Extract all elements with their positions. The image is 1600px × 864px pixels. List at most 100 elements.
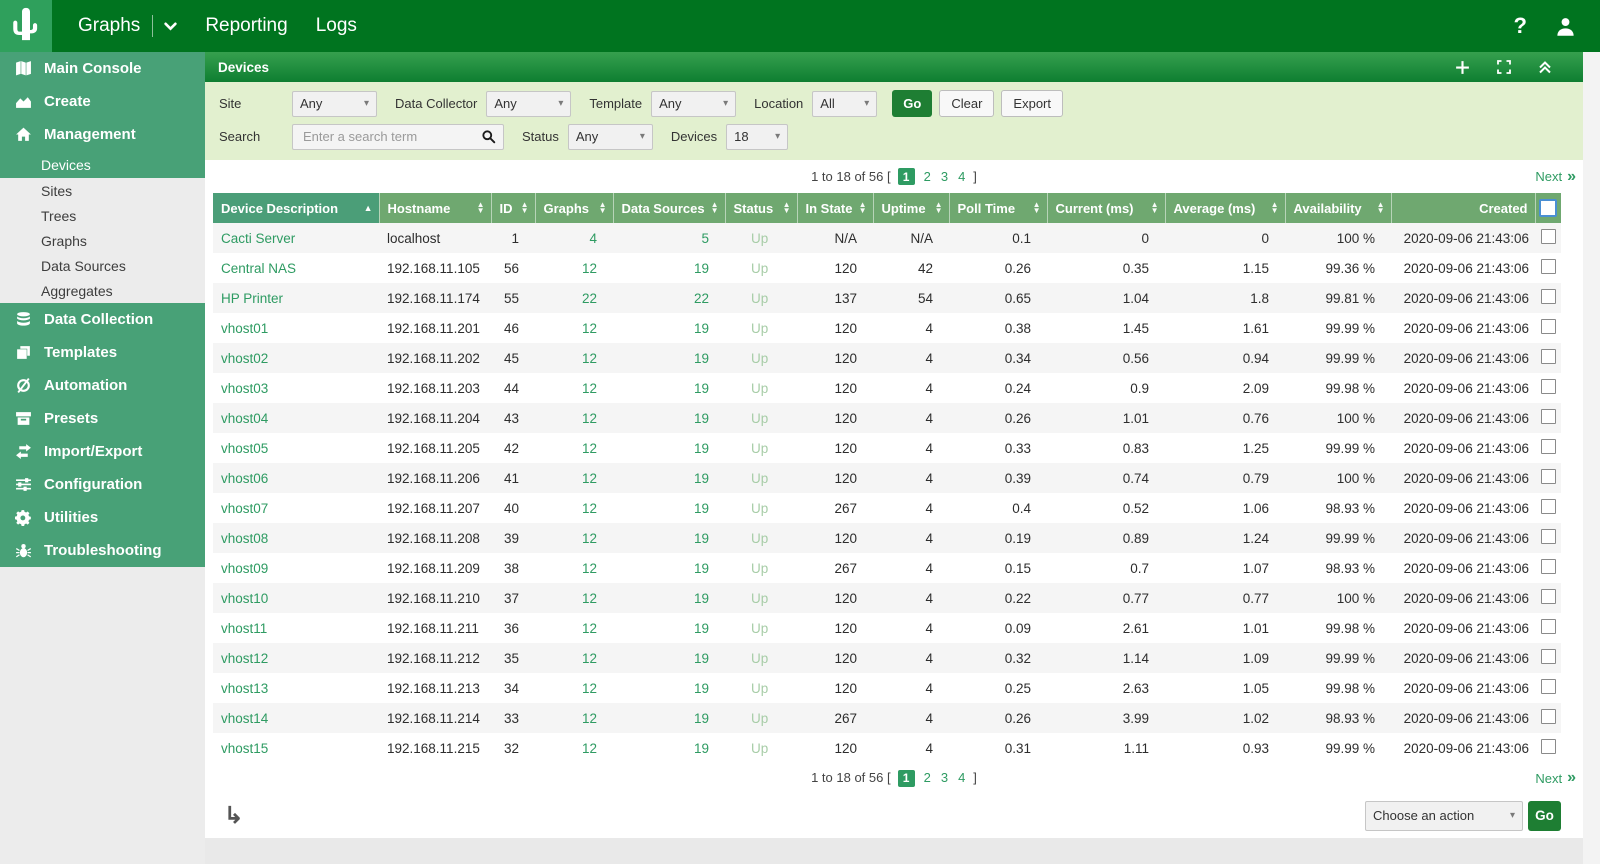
sidebar-item-devices[interactable]: Devices bbox=[0, 151, 205, 178]
sidebar-item-templates[interactable]: Templates bbox=[0, 336, 205, 369]
cell-description[interactable]: vhost01 bbox=[221, 320, 269, 336]
select-all-checkbox[interactable] bbox=[1539, 199, 1557, 217]
cell-data-sources[interactable]: 19 bbox=[693, 410, 709, 426]
cell-graphs[interactable]: 12 bbox=[581, 680, 597, 696]
cell-graphs[interactable]: 22 bbox=[581, 290, 597, 306]
status-filter-select[interactable]: Any ▾ bbox=[567, 123, 653, 150]
filter-select-template[interactable]: Any ▾ bbox=[651, 90, 737, 117]
sidebar-item-sites[interactable]: Sites bbox=[0, 178, 205, 203]
sidebar-item-management[interactable]: Management bbox=[0, 118, 205, 151]
row-checkbox[interactable] bbox=[1540, 709, 1556, 724]
export-button[interactable]: Export bbox=[1001, 90, 1063, 117]
column-header-availability[interactable]: Availability ▲ ▼ bbox=[1285, 193, 1392, 223]
sidebar-item-import-export[interactable]: Import/Export bbox=[0, 435, 205, 468]
page-number-current[interactable]: 1 bbox=[897, 168, 915, 185]
sidebar-item-main-console[interactable]: Main Console bbox=[0, 52, 205, 85]
cell-graphs[interactable]: 12 bbox=[581, 440, 597, 456]
tab-graphs[interactable]: Graphs bbox=[64, 15, 191, 37]
column-header-uptime[interactable]: Uptime ▲ ▼ bbox=[873, 193, 950, 223]
column-header-hostname[interactable]: Hostname ▲ ▼ bbox=[379, 193, 492, 223]
table-row[interactable]: vhost01 192.168.11.201 46 12 19 Up 120 4 0.38 1.4… bbox=[213, 313, 1561, 343]
cell-graphs[interactable]: 12 bbox=[581, 470, 597, 486]
cell-graphs[interactable]: 12 bbox=[581, 620, 597, 636]
row-checkbox[interactable] bbox=[1540, 439, 1556, 454]
cell-data-sources[interactable]: 19 bbox=[693, 740, 709, 756]
cell-data-sources[interactable]: 22 bbox=[693, 290, 709, 306]
cell-description[interactable]: vhost02 bbox=[221, 350, 269, 366]
cell-graphs[interactable]: 12 bbox=[581, 320, 597, 336]
page-number-link[interactable]: 4 bbox=[958, 770, 966, 785]
page-number-link[interactable]: 2 bbox=[923, 770, 931, 785]
devices-per-page-select[interactable]: 18 ▾ bbox=[726, 123, 789, 150]
page-number-link[interactable]: 3 bbox=[940, 168, 949, 184]
table-row[interactable]: vhost14 192.168.11.214 33 12 19 Up 267 4 0.26 3.9… bbox=[213, 703, 1561, 733]
column-header-id[interactable]: ID ▲ ▼ bbox=[491, 193, 536, 223]
sidebar-item-configuration[interactable]: Configuration bbox=[0, 468, 205, 501]
table-row[interactable]: vhost15 192.168.11.215 32 12 19 Up 120 4 0.31 1.1… bbox=[213, 733, 1561, 763]
cell-graphs[interactable]: 12 bbox=[581, 650, 597, 666]
table-row[interactable]: Cacti Server localhost 1 4 5 Up N/A N/A 0.1 0 0 100… bbox=[213, 223, 1561, 253]
chevron-down-icon[interactable] bbox=[156, 15, 177, 37]
sidebar-item-utilities[interactable]: Utilities bbox=[0, 501, 205, 534]
column-header-poll-time[interactable]: Poll Time ▲ ▼ bbox=[949, 193, 1048, 223]
scrollbar-gutter[interactable] bbox=[1582, 52, 1600, 864]
cell-data-sources[interactable]: 19 bbox=[693, 350, 709, 366]
page-number-link[interactable]: 4 bbox=[958, 168, 966, 184]
collapse-panel-icon[interactable] bbox=[1537, 59, 1553, 75]
choose-action-select[interactable]: Choose an action ▾ bbox=[1365, 800, 1523, 831]
table-row[interactable]: HP Printer 192.168.11.174 55 22 22 Up 137 54 0.6… bbox=[213, 283, 1561, 313]
cell-description[interactable]: vhost14 bbox=[221, 710, 269, 726]
tab-reporting[interactable]: Reporting bbox=[191, 15, 301, 37]
sidebar-item-presets[interactable]: Presets bbox=[0, 402, 205, 435]
table-row[interactable]: Central NAS 192.168.11.105 56 12 19 Up 120 42 0.… bbox=[213, 253, 1561, 283]
cell-graphs[interactable]: 12 bbox=[581, 530, 597, 546]
next-page-link[interactable]: Next » bbox=[1535, 763, 1576, 793]
column-header-device-description[interactable]: Device Description ▲ bbox=[213, 193, 380, 223]
table-row[interactable]: vhost02 192.168.11.202 45 12 19 Up 120 4 0.34 0.5… bbox=[213, 343, 1561, 373]
cell-data-sources[interactable]: 19 bbox=[693, 680, 709, 696]
table-row[interactable]: vhost03 192.168.11.203 44 12 19 Up 120 4 0.24 0.9… bbox=[213, 373, 1561, 403]
help-icon[interactable]: ? bbox=[1513, 13, 1527, 38]
cell-graphs[interactable]: 12 bbox=[581, 350, 597, 366]
cell-data-sources[interactable]: 19 bbox=[693, 530, 709, 546]
cell-description[interactable]: Central NAS bbox=[221, 260, 297, 276]
sidebar-item-create[interactable]: Create bbox=[0, 85, 205, 118]
row-checkbox[interactable] bbox=[1540, 649, 1556, 664]
column-header-graphs[interactable]: Graphs ▲ ▼ bbox=[535, 193, 614, 223]
cell-data-sources[interactable]: 19 bbox=[693, 500, 709, 516]
go-button[interactable]: Go bbox=[892, 90, 933, 117]
table-row[interactable]: vhost05 192.168.11.205 42 12 19 Up 120 4 0.33 0.8… bbox=[213, 433, 1561, 463]
cell-description[interactable]: vhost06 bbox=[221, 470, 269, 486]
action-go-button[interactable]: Go bbox=[1528, 800, 1561, 831]
table-row[interactable]: vhost10 192.168.11.210 37 12 19 Up 120 4 0.22 0.7… bbox=[213, 583, 1561, 613]
sidebar-item-automation[interactable]: Automation bbox=[0, 369, 205, 402]
column-header-data-sources[interactable]: Data Sources ▲ ▼ bbox=[613, 193, 726, 223]
row-checkbox[interactable] bbox=[1540, 319, 1556, 334]
cell-graphs[interactable]: 12 bbox=[581, 740, 597, 756]
cell-data-sources[interactable]: 19 bbox=[693, 710, 709, 726]
row-checkbox[interactable] bbox=[1540, 739, 1556, 754]
cell-description[interactable]: vhost11 bbox=[221, 620, 268, 636]
row-checkbox[interactable] bbox=[1540, 349, 1556, 364]
row-checkbox[interactable] bbox=[1540, 259, 1556, 274]
column-header-in-state[interactable]: In State ▲ ▼ bbox=[797, 193, 874, 223]
search-input[interactable] bbox=[301, 128, 481, 145]
cell-description[interactable]: vhost12 bbox=[221, 650, 269, 666]
page-number-current[interactable]: 1 bbox=[897, 769, 915, 787]
cell-graphs[interactable]: 12 bbox=[581, 500, 597, 516]
cell-data-sources[interactable]: 19 bbox=[693, 650, 709, 666]
cell-data-sources[interactable]: 19 bbox=[693, 590, 709, 606]
cell-description[interactable]: vhost07 bbox=[221, 500, 269, 516]
cell-graphs[interactable]: 4 bbox=[589, 230, 597, 246]
cacti-logo[interactable] bbox=[0, 0, 52, 52]
clear-button[interactable]: Clear bbox=[939, 90, 995, 117]
sidebar-item-data-collection[interactable]: Data Collection bbox=[0, 303, 205, 336]
cell-data-sources[interactable]: 19 bbox=[693, 470, 709, 486]
table-row[interactable]: vhost09 192.168.11.209 38 12 19 Up 267 4 0.15 0.7… bbox=[213, 553, 1561, 583]
table-row[interactable]: vhost11 192.168.11.211 36 12 19 Up 120 4 0.09 2.6… bbox=[213, 613, 1561, 643]
cell-data-sources[interactable]: 19 bbox=[693, 620, 709, 636]
row-checkbox[interactable] bbox=[1540, 529, 1556, 544]
next-page-link[interactable]: Next » bbox=[1535, 160, 1576, 193]
cell-graphs[interactable]: 12 bbox=[581, 710, 597, 726]
row-checkbox[interactable] bbox=[1540, 229, 1556, 244]
